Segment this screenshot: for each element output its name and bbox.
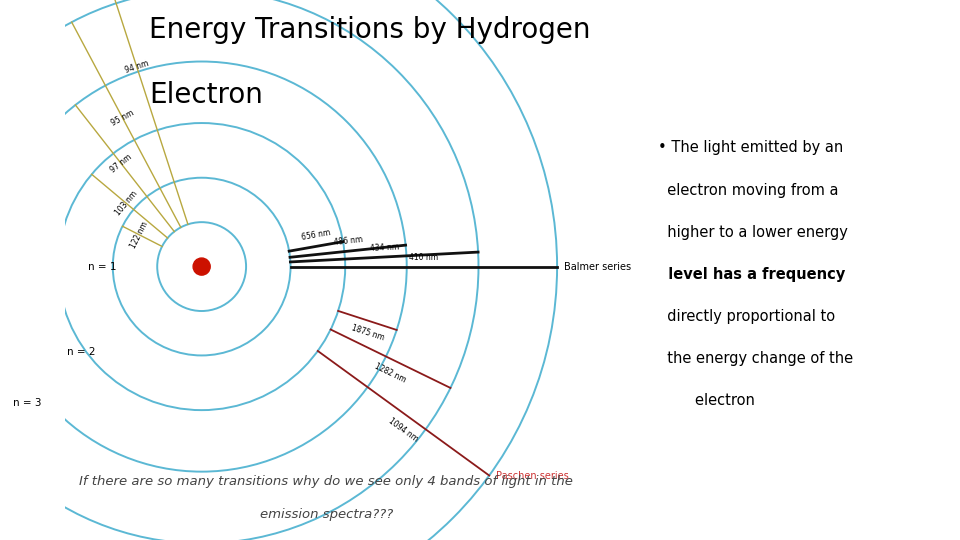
Text: directly proportional to: directly proportional to — [658, 309, 835, 324]
Text: electron moving from a: electron moving from a — [658, 183, 838, 198]
Text: Energy Transitions by Hydrogen: Energy Transitions by Hydrogen — [149, 16, 590, 44]
Circle shape — [193, 258, 210, 275]
Text: 1282 nm: 1282 nm — [373, 361, 408, 384]
Text: 1875 nm: 1875 nm — [350, 323, 385, 342]
Text: 410 nm: 410 nm — [409, 253, 439, 262]
Text: 434 nm: 434 nm — [370, 242, 399, 253]
Text: 103 nm: 103 nm — [113, 189, 139, 217]
Text: 122 nm: 122 nm — [129, 220, 150, 249]
Text: 94 nm: 94 nm — [124, 59, 150, 75]
Text: n = 2: n = 2 — [67, 347, 96, 357]
Text: n = 3: n = 3 — [12, 399, 41, 408]
Text: higher to a lower energy: higher to a lower energy — [658, 225, 848, 240]
Text: Balmer series: Balmer series — [564, 261, 631, 272]
Text: If there are so many transitions why do we see only 4 bands of light in the: If there are so many transitions why do … — [80, 475, 573, 488]
Text: 95 nm: 95 nm — [109, 108, 135, 127]
Text: 486 nm: 486 nm — [333, 235, 363, 247]
Text: 656 nm: 656 nm — [300, 228, 331, 242]
Text: 1094 nm: 1094 nm — [387, 416, 420, 443]
Text: electron: electron — [658, 393, 755, 408]
Text: 97 nm: 97 nm — [108, 152, 133, 174]
Text: n = 1: n = 1 — [87, 261, 116, 272]
Text: emission spectra???: emission spectra??? — [260, 508, 393, 521]
Text: Electron: Electron — [149, 81, 263, 109]
Text: • The light emitted by an: • The light emitted by an — [658, 140, 843, 156]
Text: the energy change of the: the energy change of the — [658, 351, 852, 366]
Text: Paschen series: Paschen series — [496, 470, 568, 481]
Text: level has a frequency: level has a frequency — [658, 267, 845, 282]
